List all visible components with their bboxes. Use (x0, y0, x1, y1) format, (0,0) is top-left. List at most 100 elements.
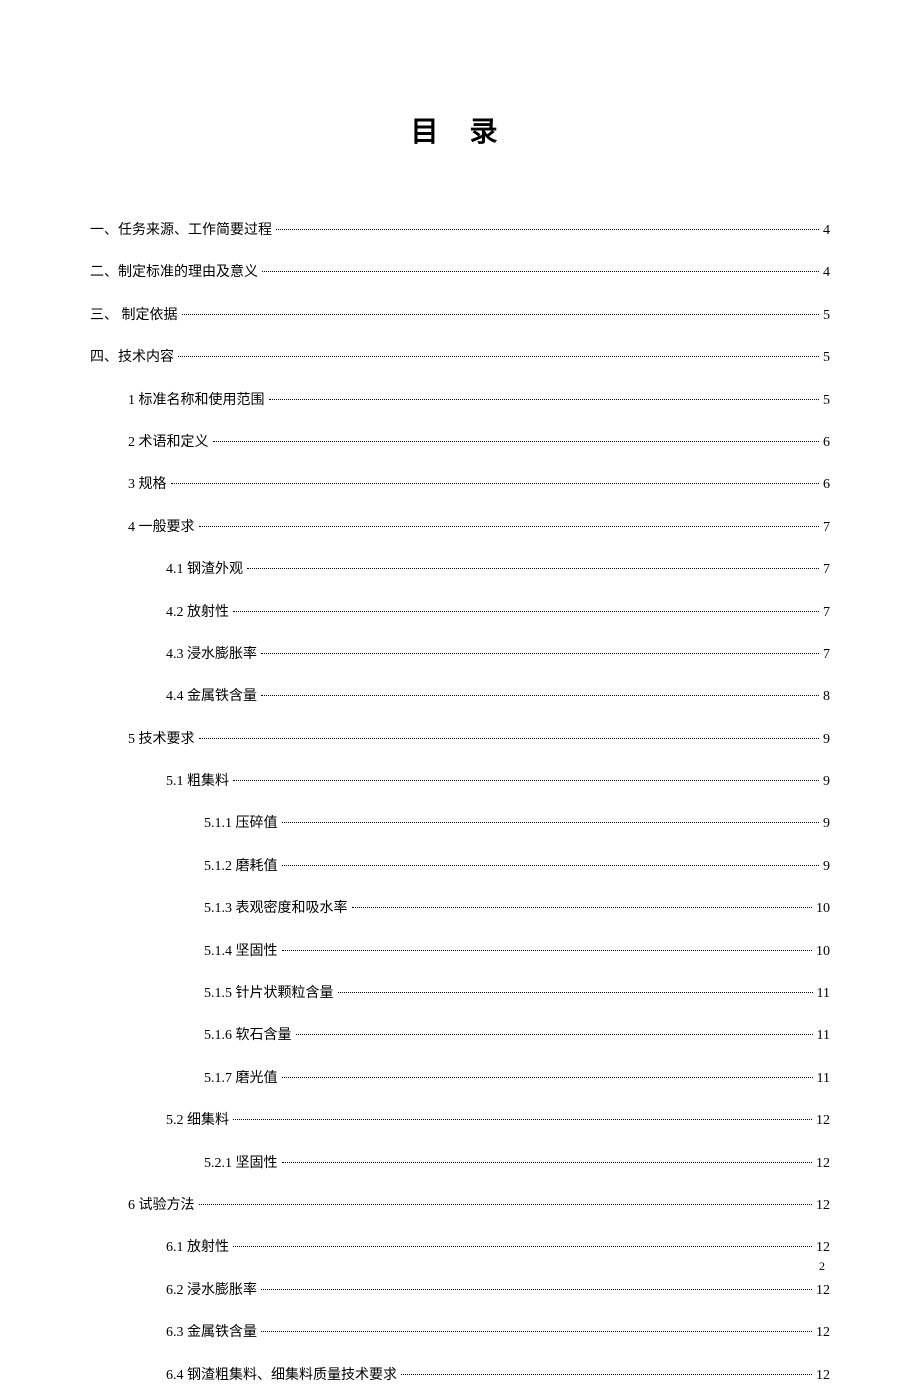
toc-leader-dots (261, 695, 819, 696)
table-of-contents: 一、任务来源、工作简要过程4二、制定标准的理由及意义4三、 制定依据5四、技术内… (90, 220, 830, 1387)
toc-page-number: 9 (823, 856, 830, 878)
toc-label: 6 试验方法 (128, 1195, 195, 1217)
toc-leader-dots (199, 738, 820, 739)
toc-leader-dots (282, 1162, 813, 1163)
toc-label: 5.1 粗集料 (166, 771, 229, 793)
toc-leader-dots (233, 780, 819, 781)
page-number: 2 (819, 1259, 825, 1274)
toc-leader-dots (282, 1077, 813, 1078)
toc-page-number: 12 (816, 1237, 830, 1259)
toc-leader-dots (233, 1119, 812, 1120)
toc-label: 4.1 钢渣外观 (166, 559, 243, 581)
toc-label: 5.1.2 磨耗值 (204, 856, 278, 878)
toc-entry: 5.1.4 坚固性 10 (204, 941, 830, 963)
toc-leader-dots (213, 441, 820, 442)
toc-page-number: 12 (816, 1195, 830, 1217)
toc-entry: 5.1.2 磨耗值 9 (204, 856, 830, 878)
toc-label: 三、 制定依据 (90, 305, 178, 327)
toc-entry: 5.1.5 针片状颗粒含量 11 (204, 983, 830, 1005)
toc-page-number: 4 (823, 220, 830, 242)
toc-entry: 6.3 金属铁含量 12 (166, 1322, 830, 1344)
toc-label: 5.1.6 软石含量 (204, 1025, 292, 1047)
toc-entry: 三、 制定依据 5 (90, 305, 830, 327)
toc-label: 二、制定标准的理由及意义 (90, 262, 258, 284)
toc-entry: 4 一般要求 7 (128, 517, 830, 539)
toc-label: 一、任务来源、工作简要过程 (90, 220, 272, 242)
toc-page-number: 12 (816, 1153, 830, 1175)
toc-label: 5 技术要求 (128, 729, 195, 751)
toc-leader-dots (178, 356, 819, 357)
toc-entry: 5.1 粗集料 9 (166, 771, 830, 793)
toc-entry: 4.1 钢渣外观 7 (166, 559, 830, 581)
toc-label: 6.3 金属铁含量 (166, 1322, 257, 1344)
toc-entry: 4.3 浸水膨胀率 7 (166, 644, 830, 666)
toc-label: 5.1.7 磨光值 (204, 1068, 278, 1090)
toc-page-number: 10 (816, 898, 830, 920)
toc-page-number: 11 (817, 983, 830, 1005)
toc-page-number: 5 (823, 347, 830, 369)
toc-leader-dots (276, 229, 819, 230)
toc-leader-dots (182, 314, 820, 315)
toc-page-number: 5 (823, 305, 830, 327)
toc-page-number: 12 (816, 1322, 830, 1344)
toc-entry: 一、任务来源、工作简要过程 4 (90, 220, 830, 242)
toc-entry: 二、制定标准的理由及意义4 (90, 262, 830, 284)
toc-label: 6.2 浸水膨胀率 (166, 1280, 257, 1302)
toc-page-number: 9 (823, 771, 830, 793)
toc-entry: 5.2 细集料12 (166, 1110, 830, 1132)
toc-page-number: 7 (823, 644, 830, 666)
toc-entry: 4.2 放射性 7 (166, 602, 830, 624)
toc-entry: 3 规格 6 (128, 474, 830, 496)
toc-entry: 四、技术内容5 (90, 347, 830, 369)
toc-page-number: 11 (817, 1068, 830, 1090)
toc-page-number: 12 (816, 1365, 830, 1387)
toc-leader-dots (233, 1246, 812, 1247)
toc-page-number: 8 (823, 686, 830, 708)
toc-leader-dots (401, 1374, 812, 1375)
toc-page-number: 12 (816, 1280, 830, 1302)
toc-page-number: 7 (823, 517, 830, 539)
toc-page-number: 7 (823, 559, 830, 581)
toc-leader-dots (282, 865, 820, 866)
toc-page-number: 7 (823, 602, 830, 624)
toc-leader-dots (338, 992, 813, 993)
toc-page-number: 12 (816, 1110, 830, 1132)
toc-label: 4.3 浸水膨胀率 (166, 644, 257, 666)
toc-label: 6.4 钢渣粗集料、细集料质量技术要求 (166, 1365, 397, 1387)
toc-label: 5.2.1 坚固性 (204, 1153, 278, 1175)
toc-leader-dots (269, 399, 820, 400)
toc-entry: 5.1.1 压碎值 9 (204, 813, 830, 835)
toc-leader-dots (261, 1331, 812, 1332)
toc-label: 6.1 放射性 (166, 1237, 229, 1259)
toc-entry: 6.1 放射性 12 (166, 1237, 830, 1259)
toc-leader-dots (199, 1204, 813, 1205)
toc-label: 4.4 金属铁含量 (166, 686, 257, 708)
toc-label: 5.1.5 针片状颗粒含量 (204, 983, 334, 1005)
toc-label: 5.1.1 压碎值 (204, 813, 278, 835)
toc-label: 1 标准名称和使用范围 (128, 390, 265, 412)
toc-entry: 6.2 浸水膨胀率 12 (166, 1280, 830, 1302)
toc-leader-dots (171, 483, 820, 484)
toc-leader-dots (199, 526, 820, 527)
toc-entry: 5.1.6 软石含量 11 (204, 1025, 830, 1047)
toc-page-number: 6 (823, 432, 830, 454)
toc-label: 5.1.4 坚固性 (204, 941, 278, 963)
toc-label: 4.2 放射性 (166, 602, 229, 624)
toc-page-number: 6 (823, 474, 830, 496)
toc-entry: 6 试验方法 12 (128, 1195, 830, 1217)
toc-page-number: 10 (816, 941, 830, 963)
toc-entry: 5.1.3 表观密度和吸水率10 (204, 898, 830, 920)
toc-label: 4 一般要求 (128, 517, 195, 539)
toc-page-number: 9 (823, 729, 830, 751)
toc-page-number: 5 (823, 390, 830, 412)
toc-entry: 5 技术要求 9 (128, 729, 830, 751)
toc-leader-dots (282, 822, 820, 823)
toc-label: 3 规格 (128, 474, 167, 496)
toc-leader-dots (261, 653, 819, 654)
toc-entry: 2 术语和定义 6 (128, 432, 830, 454)
toc-page-number: 11 (817, 1025, 830, 1047)
toc-label: 2 术语和定义 (128, 432, 209, 454)
toc-entry: 5.2.1 坚固性 12 (204, 1153, 830, 1175)
toc-page-number: 9 (823, 813, 830, 835)
toc-leader-dots (233, 611, 819, 612)
